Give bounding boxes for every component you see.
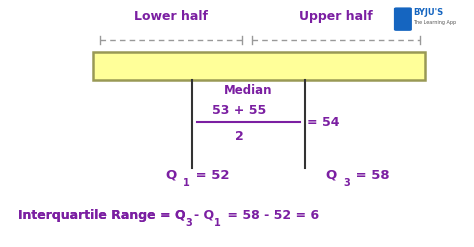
Text: Lower half: Lower half [134,10,208,23]
Text: 52: 52 [160,59,180,73]
Text: B: B [400,14,406,23]
Text: BYJU'S: BYJU'S [413,8,444,17]
Text: , 52,: , 52, [180,59,219,73]
Text: Upper half: Upper half [299,10,373,23]
Text: , 56,: , 56, [268,59,308,73]
Text: - Q: - Q [194,208,214,222]
Text: 1: 1 [214,218,221,228]
Text: 45, 47,: 45, 47, [101,59,160,73]
Text: = 58: = 58 [351,168,390,182]
Text: Q: Q [165,168,176,182]
Text: = 54: = 54 [307,116,340,128]
Text: = 58 - 52 = 6: = 58 - 52 = 6 [223,208,319,222]
Text: 3: 3 [186,218,192,228]
Text: Interquartile Range = Q: Interquartile Range = Q [18,208,186,222]
Text: 58: 58 [308,59,328,73]
Text: ,: , [239,59,249,73]
Text: Median: Median [224,83,273,97]
Text: The Learning App: The Learning App [413,20,456,25]
Text: 53 + 55: 53 + 55 [212,103,266,117]
Text: Q: Q [325,168,336,182]
Text: 53: 53 [219,59,239,73]
Text: Interquartile Range = Q: Interquartile Range = Q [18,208,186,222]
Text: 55: 55 [249,59,268,73]
Text: 3: 3 [343,178,350,188]
Text: = 52: = 52 [191,168,229,182]
Text: 1: 1 [183,178,190,188]
Text: 2: 2 [235,129,243,143]
Text: , 62, 80: , 62, 80 [328,59,386,73]
